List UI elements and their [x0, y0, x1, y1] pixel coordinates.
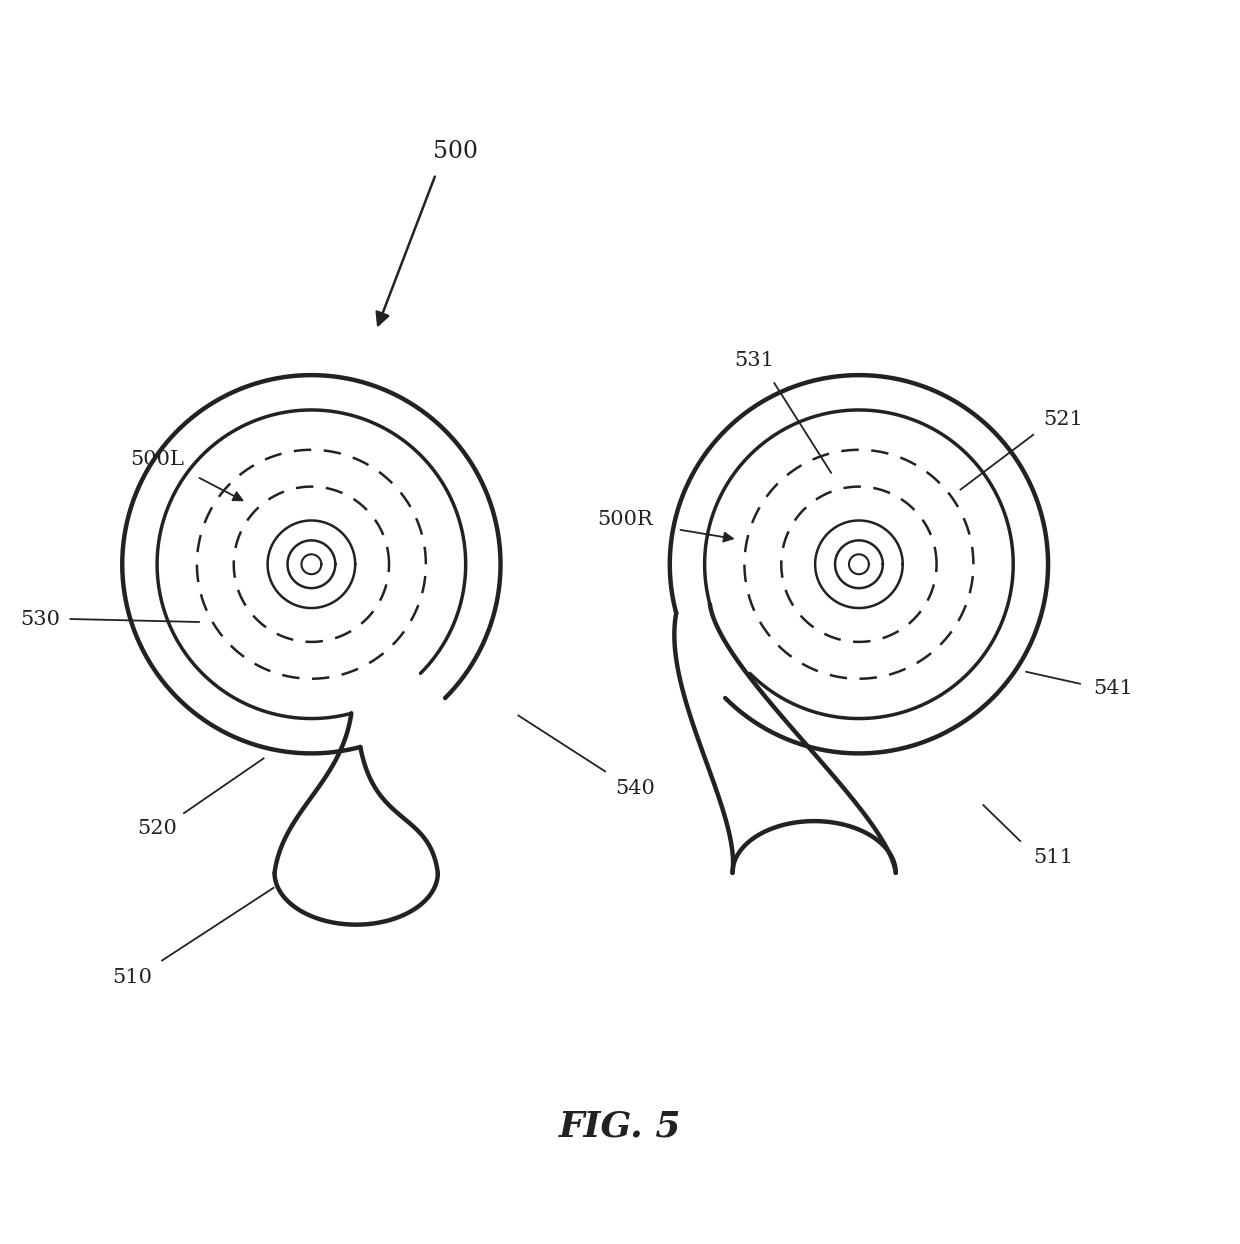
Text: 500: 500	[433, 139, 479, 163]
Text: 510: 510	[112, 968, 153, 986]
Text: 531: 531	[734, 351, 775, 369]
Text: FIG. 5: FIG. 5	[559, 1110, 681, 1143]
Text: 541: 541	[1092, 679, 1132, 698]
Text: 540: 540	[615, 779, 655, 797]
Text: 530: 530	[21, 610, 61, 628]
Text: 520: 520	[138, 819, 177, 837]
Text: 500L: 500L	[130, 450, 184, 469]
Text: 511: 511	[1033, 848, 1073, 867]
Text: 521: 521	[1043, 411, 1083, 429]
Text: 500R: 500R	[598, 510, 652, 529]
